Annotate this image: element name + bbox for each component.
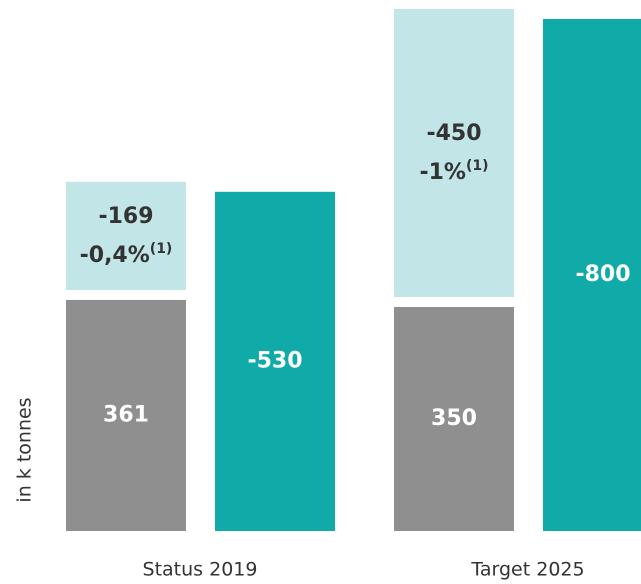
value-label: 361: [103, 402, 149, 427]
share-note: (1): [150, 241, 173, 257]
bar: [543, 19, 641, 531]
bar: [215, 191, 335, 532]
value-label: -530: [247, 348, 302, 373]
share-note: (1): [466, 158, 489, 174]
share-label: -0,4%(1): [80, 241, 173, 268]
value-label: -800: [575, 262, 630, 287]
value-label: -450: [426, 121, 481, 146]
x-tick-label: Target 2025: [470, 559, 584, 581]
value-label: 350: [431, 406, 477, 431]
x-tick-label: Status 2019: [143, 559, 258, 581]
share-value: -0,4%: [80, 243, 150, 268]
bar: [394, 9, 514, 297]
share-value: -1%: [419, 160, 465, 185]
y-axis-label: in k tonnes: [14, 397, 36, 502]
value-label: -169: [98, 204, 153, 229]
bar: [394, 307, 514, 531]
bar: [66, 181, 186, 290]
share-label: -1%(1): [419, 158, 488, 185]
bar: [66, 299, 186, 531]
